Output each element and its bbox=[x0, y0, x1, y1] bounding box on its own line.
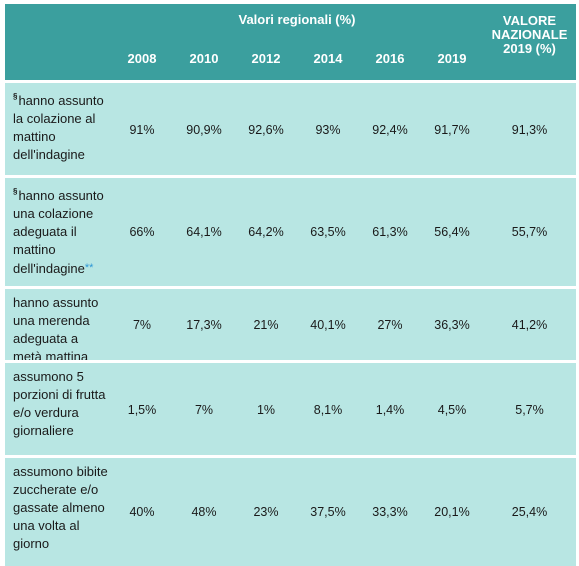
table-cell: 91,7% bbox=[434, 123, 470, 137]
row-label: assumono bibite zuccherate e/o gassate a… bbox=[13, 463, 109, 553]
table-row: assumono 5 porzioni di frutta e/o verdur… bbox=[5, 360, 576, 455]
table-header-years: 2008 2010 2012 2014 2016 2019 bbox=[5, 38, 576, 80]
table-cell: 93% bbox=[315, 123, 341, 137]
national-header: VALORE NAZIONALE 2019 (%) bbox=[5, 4, 576, 80]
row-label: hanno assunto una merenda adeguata a met… bbox=[13, 294, 109, 366]
table-row: hanno assunto una merenda adeguata a met… bbox=[5, 286, 576, 364]
regional-values-title: Valori regionali (%) bbox=[238, 12, 356, 27]
table-header-top: Valori regionali (%) bbox=[5, 4, 576, 38]
table-cell: 92,4% bbox=[372, 123, 408, 137]
table-cell: 91% bbox=[129, 123, 155, 137]
year-header: 2008 bbox=[127, 51, 157, 66]
table-cell: 92,6% bbox=[248, 123, 284, 137]
table-row: §hanno assunto la colazione al mattino d… bbox=[5, 80, 576, 175]
table-cell: 40,1% bbox=[310, 318, 346, 332]
row-label: §hanno assunto una colazione adeguata il… bbox=[13, 183, 109, 278]
year-header: 2019 bbox=[437, 51, 467, 66]
table-cell: 61,3% bbox=[372, 225, 408, 239]
section-mark: § bbox=[13, 92, 18, 101]
table-cell: 17,3% bbox=[186, 318, 222, 332]
table-cell: 63,5% bbox=[310, 225, 346, 239]
table-cell: 64,1% bbox=[186, 225, 222, 239]
table-cell: 48% bbox=[191, 505, 217, 519]
national-header-line2: NAZIONALE bbox=[491, 27, 568, 42]
year-header: 2014 bbox=[313, 51, 343, 66]
row-label-text: hanno assunto una colazione adeguata il … bbox=[13, 188, 104, 276]
national-header-line3: 2019 (%) bbox=[503, 41, 556, 56]
table-cell: 23% bbox=[253, 505, 279, 519]
table-cell: 1,5% bbox=[127, 403, 157, 417]
table-cell: 33,3% bbox=[372, 505, 408, 519]
table-row: §hanno assunto una colazione adeguata il… bbox=[5, 175, 576, 286]
table-cell: 8,1% bbox=[313, 403, 343, 417]
table-cell: 66% bbox=[129, 225, 155, 239]
national-cell: 25,4% bbox=[511, 505, 548, 519]
table-cell: 7% bbox=[194, 403, 214, 417]
national-cell: 5,7% bbox=[515, 403, 544, 417]
row-label: assumono 5 porzioni di frutta e/o verdur… bbox=[13, 368, 109, 440]
table-row: assumono bibite zuccherate e/o gassate a… bbox=[5, 455, 576, 566]
nutrition-table: Valori regionali (%) 2008 2010 2012 2014… bbox=[5, 4, 576, 566]
table-cell: 1% bbox=[256, 403, 276, 417]
row-label-text: assumono 5 porzioni di frutta e/o verdur… bbox=[13, 369, 106, 438]
table-cell: 27% bbox=[377, 318, 403, 332]
section-mark: § bbox=[13, 187, 18, 196]
table-cell: 37,5% bbox=[310, 505, 346, 519]
table-cell: 20,1% bbox=[434, 505, 470, 519]
national-header-line1: VALORE bbox=[502, 13, 557, 28]
table-cell: 36,3% bbox=[434, 318, 470, 332]
national-cell: 91,3% bbox=[511, 123, 548, 137]
footnote-link[interactable]: ** bbox=[84, 262, 94, 274]
row-label-text: hanno assunto la colazione al mattino de… bbox=[13, 93, 104, 162]
row-label: §hanno assunto la colazione al mattino d… bbox=[13, 88, 109, 164]
table-cell: 1,4% bbox=[375, 403, 405, 417]
table-cell: 7% bbox=[132, 318, 152, 332]
table-cell: 4,5% bbox=[437, 403, 467, 417]
national-cell: 41,2% bbox=[511, 318, 548, 332]
table-cell: 40% bbox=[129, 505, 155, 519]
row-label-text: assumono bibite zuccherate e/o gassate a… bbox=[13, 464, 108, 551]
row-label-text: hanno assunto una merenda adeguata a met… bbox=[13, 295, 99, 364]
national-cell: 55,7% bbox=[511, 225, 548, 239]
table-cell: 90,9% bbox=[186, 123, 222, 137]
table-cell: 56,4% bbox=[434, 225, 470, 239]
year-header: 2012 bbox=[251, 51, 281, 66]
table-cell: 64,2% bbox=[248, 225, 284, 239]
year-header: 2010 bbox=[189, 51, 219, 66]
year-header: 2016 bbox=[375, 51, 405, 66]
table-cell: 21% bbox=[253, 318, 279, 332]
